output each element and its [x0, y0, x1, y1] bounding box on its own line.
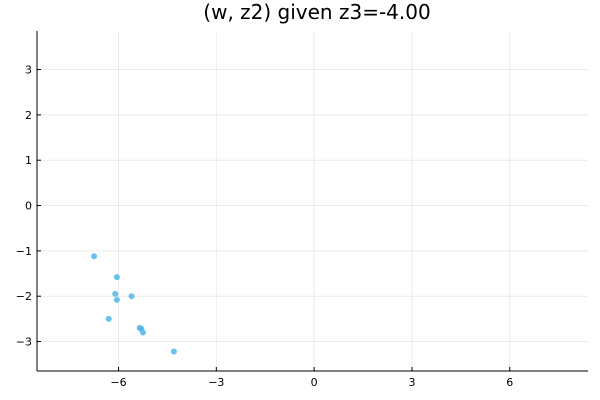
- x-tick-label: −3: [208, 376, 224, 389]
- y-tick-label: −1: [16, 245, 32, 258]
- x-tick-label: 3: [408, 376, 415, 389]
- data-point: [139, 329, 146, 336]
- data-point: [112, 290, 119, 297]
- x-tick-label: 0: [311, 376, 318, 389]
- y-tick-label: 2: [25, 109, 32, 122]
- data-point: [170, 348, 177, 355]
- data-points: [91, 253, 177, 355]
- chart-title: (w, z2) given z3=-4.00: [203, 0, 430, 24]
- y-tick-label: 0: [25, 200, 32, 213]
- x-tick-label: −6: [110, 376, 126, 389]
- data-point: [113, 274, 120, 281]
- data-point: [113, 296, 120, 303]
- y-tick-label: −3: [16, 336, 32, 349]
- data-point: [105, 315, 112, 322]
- y-tick-label: −2: [16, 290, 32, 303]
- data-point: [91, 253, 98, 260]
- axes: [36, 31, 588, 372]
- grid: [37, 31, 588, 371]
- y-tick-label: 3: [25, 64, 32, 77]
- y-tick-label: 1: [25, 154, 32, 167]
- data-point: [128, 293, 135, 300]
- x-tick-label: 6: [506, 376, 513, 389]
- tick-labels: −6 −3 0 3 6 −3 −2 −1 0 1 2 3: [16, 64, 513, 389]
